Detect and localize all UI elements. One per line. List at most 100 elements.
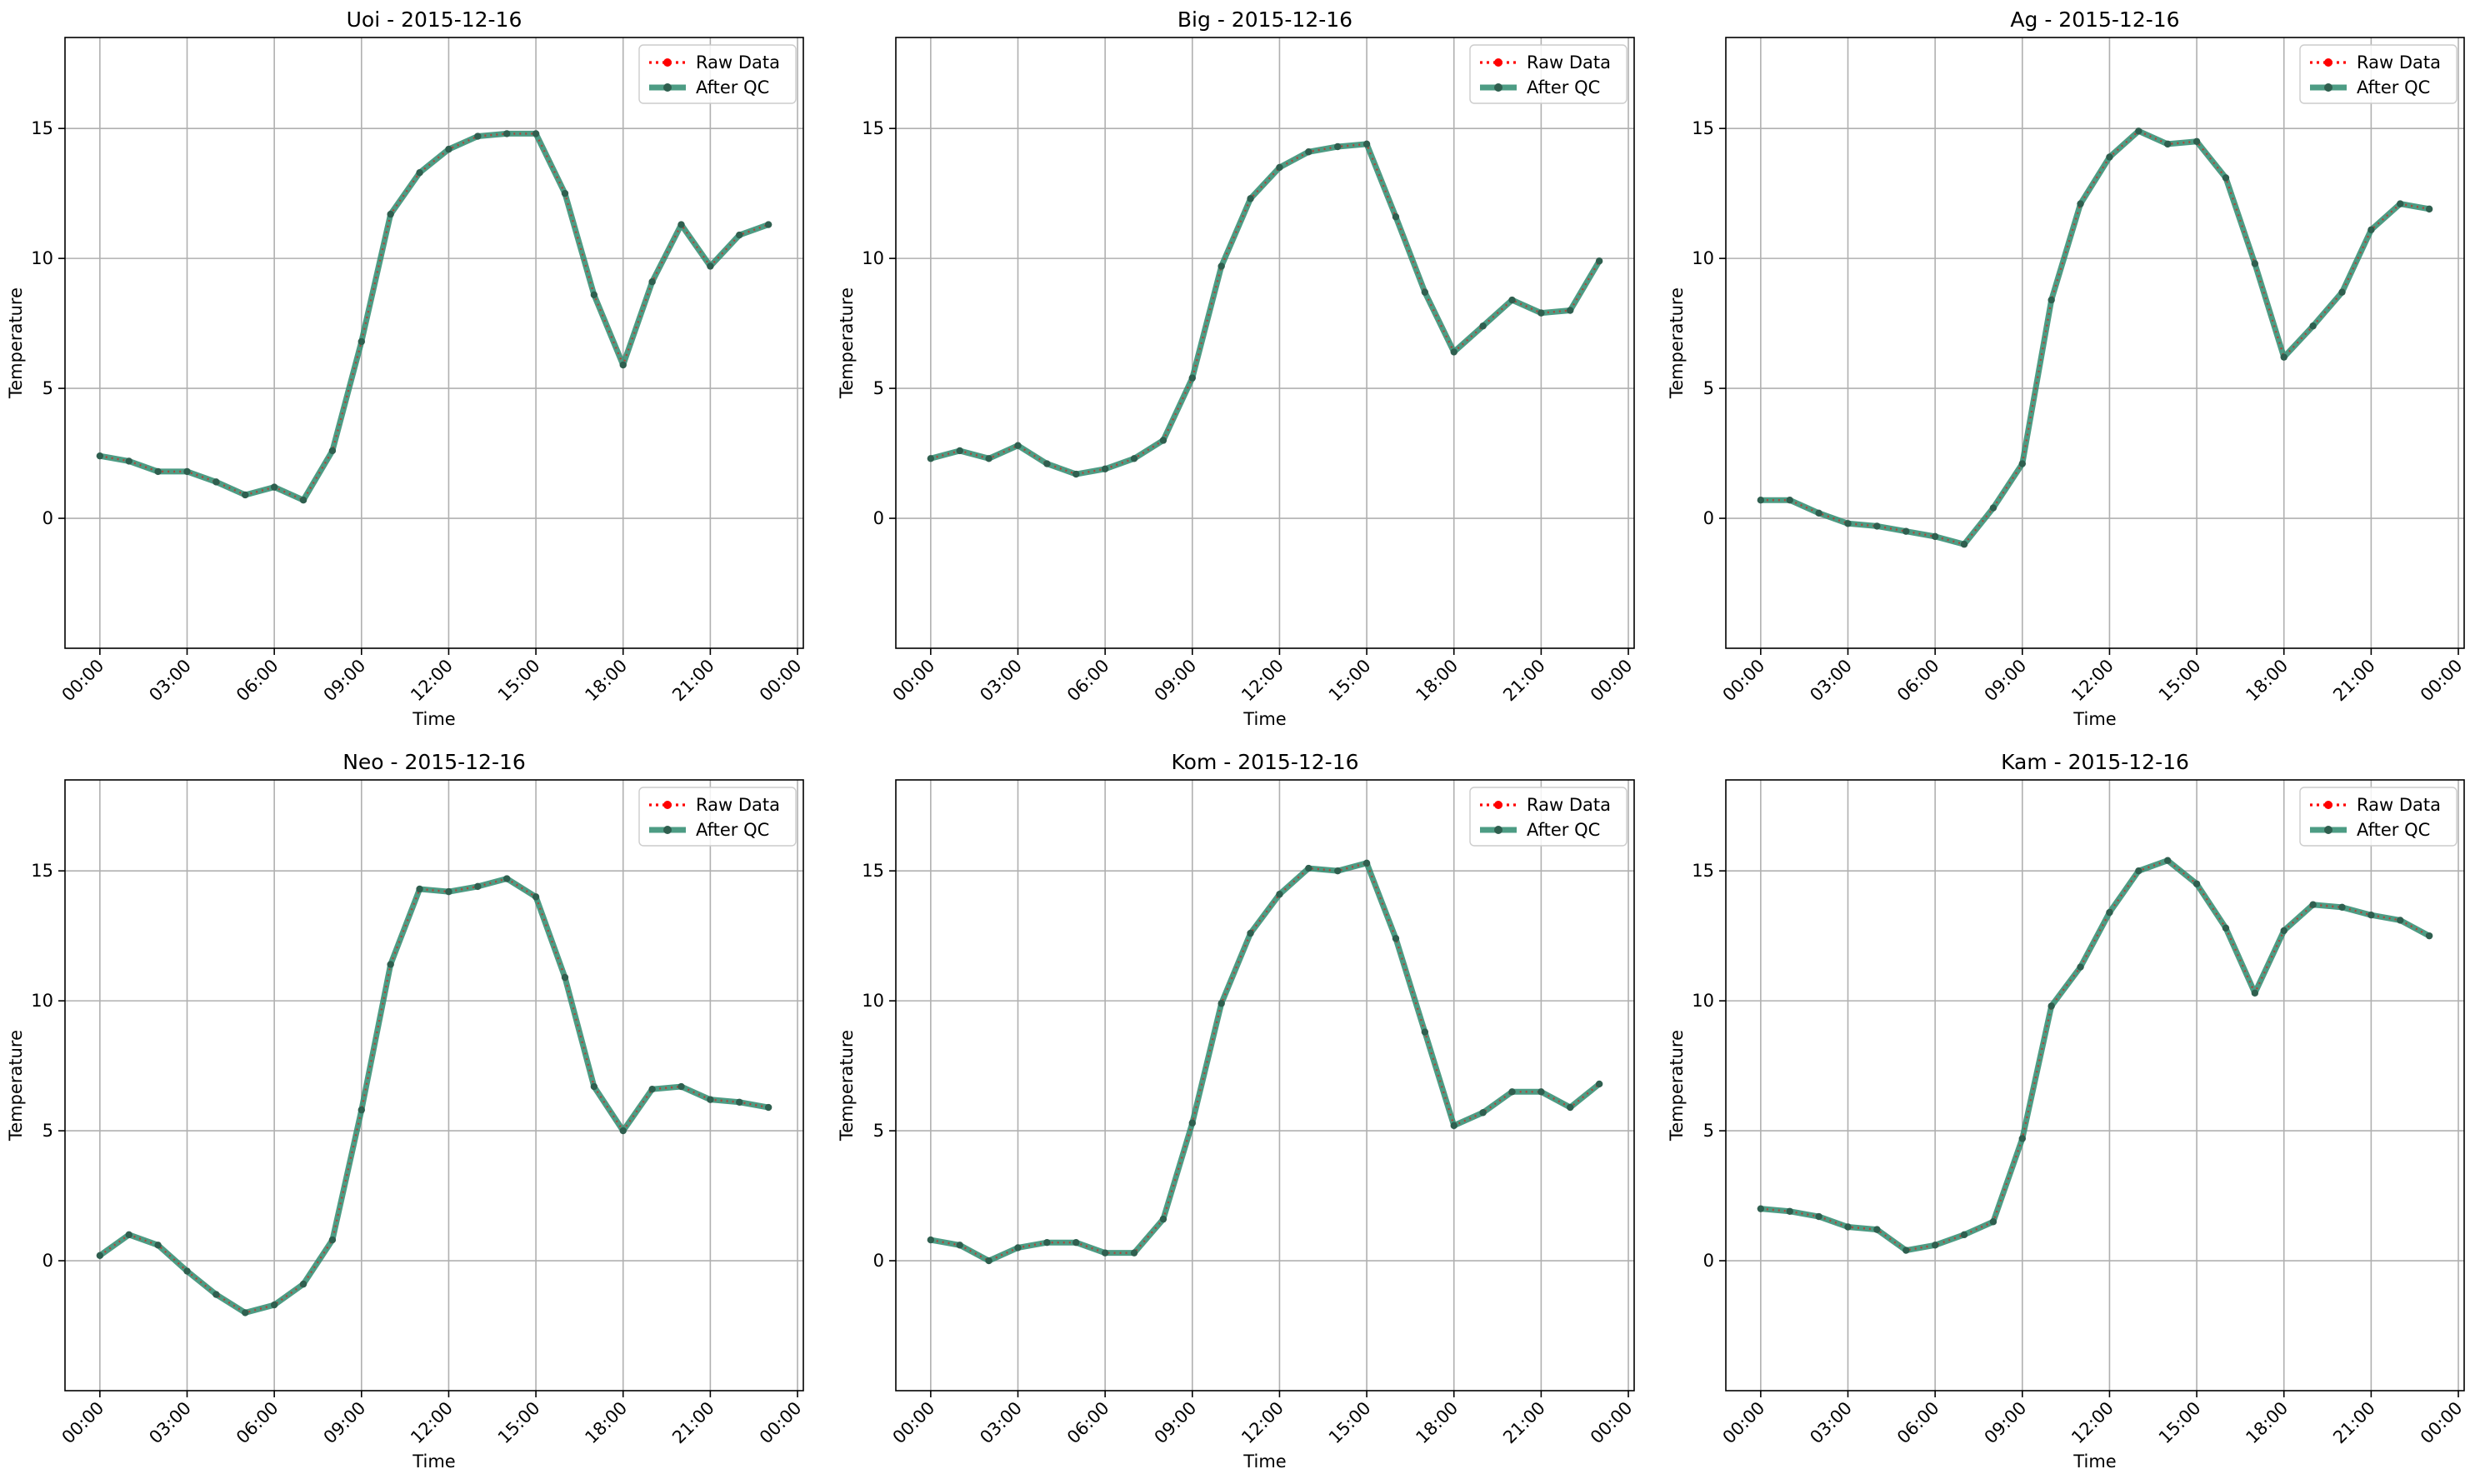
data-point	[1931, 532, 1939, 541]
axes-frame	[64, 779, 804, 1392]
x-tick-label: 18:00	[2242, 656, 2292, 706]
data-point	[2106, 908, 2113, 917]
data-point	[1450, 1122, 1458, 1130]
y-tick-label: 15	[31, 861, 53, 881]
data-point	[96, 1252, 104, 1260]
x-tick-label: 06:00	[1893, 1398, 1943, 1448]
data-point	[445, 145, 452, 153]
y-tick-label: 10	[31, 248, 53, 268]
x-axis-label: Time	[1242, 709, 1286, 729]
y-tick-label: 0	[1703, 508, 1714, 528]
data-point	[927, 455, 935, 462]
data-point	[619, 1127, 627, 1135]
data-point	[1902, 527, 1910, 535]
x-tick-label: 21:00	[2329, 656, 2379, 706]
x-tick-label: 21:00	[2329, 1398, 2379, 1448]
x-tick-label: 12:00	[2068, 1398, 2118, 1448]
x-tick-label: 00:00	[889, 656, 939, 706]
data-point	[1334, 142, 1342, 151]
data-point	[2425, 932, 2433, 940]
y-axis-label: Temperature	[6, 287, 26, 399]
x-tick-label: 00:00	[58, 1398, 108, 1448]
x-axis-label: Time	[2072, 709, 2116, 729]
legend-qc-marker	[1494, 826, 1502, 834]
x-axis-label: Time	[2072, 1452, 2116, 1472]
x-tick-label: 18:00	[581, 1398, 631, 1448]
legend-label-raw-data: Raw Data	[2357, 795, 2441, 815]
data-point	[1786, 1207, 1793, 1215]
chart-title: Big - 2015-12-16	[1178, 7, 1352, 32]
data-point	[387, 210, 394, 218]
data-point	[648, 278, 656, 286]
legend: Raw Data After QC	[2299, 787, 2458, 847]
x-tick-label: 00:00	[1719, 656, 1769, 706]
x-tick-label: 00:00	[756, 656, 806, 706]
x-axis-label: Time	[412, 709, 455, 729]
legend-raw-marker	[663, 58, 672, 67]
data-point	[2222, 924, 2230, 932]
data-point	[2425, 205, 2433, 213]
legend-label-after-qc: After QC	[2357, 77, 2430, 97]
data-point	[1508, 296, 1516, 304]
data-point	[1595, 257, 1603, 265]
legend: Raw Data After QC	[1469, 44, 1628, 104]
x-tick-label: 09:00	[1981, 656, 2031, 706]
data-point	[1873, 522, 1881, 530]
data-point	[2338, 903, 2346, 912]
legend-qc-marker	[663, 826, 672, 834]
data-point	[1043, 460, 1051, 467]
data-point	[474, 132, 482, 140]
after-qc-series-line	[97, 130, 772, 503]
x-tick-label: 12:00	[1238, 656, 1288, 706]
data-point	[212, 1291, 220, 1298]
chart-panel-4: 00:00 03:00 06:00 09:00 12:00 15:00 18:00 21:00…	[837, 750, 1637, 1472]
data-point	[1188, 1119, 1196, 1127]
data-point	[1334, 867, 1342, 875]
x-tick-label: 06:00	[1063, 656, 1113, 706]
data-point	[619, 361, 627, 369]
data-point	[678, 1082, 685, 1091]
data-point	[956, 1242, 963, 1249]
data-point	[678, 221, 685, 228]
data-point	[532, 893, 540, 901]
y-tick-label: 10	[31, 991, 53, 1011]
raw-data-series-line	[99, 877, 769, 1314]
data-point	[1101, 1249, 1109, 1257]
raw-data-series-line	[930, 862, 1600, 1262]
x-tick-label: 03:00	[976, 656, 1026, 706]
y-axis-label: Temperature	[1667, 1030, 1687, 1142]
data-point	[1043, 1239, 1051, 1247]
axes-frame	[895, 779, 1635, 1392]
y-tick-label: 5	[1703, 1121, 1714, 1141]
data-point	[1538, 309, 1545, 317]
data-point	[1276, 163, 1283, 172]
x-tick-label: 15:00	[2155, 656, 2205, 706]
legend: Raw Data After QC	[638, 44, 797, 104]
data-point	[1247, 195, 1254, 202]
data-point	[1844, 520, 1852, 527]
legend: Raw Data After QC	[638, 787, 797, 847]
x-tick-label: 12:00	[1238, 1398, 1288, 1448]
legend-label-after-qc: After QC	[2357, 820, 2430, 840]
x-tick-label: 15:00	[494, 656, 544, 706]
data-point	[736, 231, 743, 239]
data-point	[183, 1267, 191, 1275]
legend-label-after-qc: After QC	[696, 77, 769, 97]
data-point	[299, 497, 308, 504]
x-tick-label: 18:00	[1412, 1398, 1462, 1448]
after-qc-series-line	[1758, 857, 2432, 1254]
data-point	[2251, 260, 2259, 267]
data-point	[764, 1103, 772, 1112]
data-point	[1392, 935, 1400, 942]
x-tick-label: 00:00	[1587, 656, 1637, 706]
x-tick-label: 15:00	[1325, 1398, 1375, 1448]
data-point	[358, 1106, 365, 1114]
chart-panel-5: 00:00 03:00 06:00 09:00 12:00 15:00 18:00 21:00…	[1667, 750, 2467, 1472]
data-point	[1362, 859, 1371, 867]
x-tick-label: 00:00	[2417, 1398, 2467, 1448]
raw-data-series-line	[1760, 859, 2430, 1252]
data-point	[270, 483, 278, 491]
data-point	[1218, 1000, 1225, 1007]
data-point	[1567, 1103, 1574, 1112]
data-point	[1538, 1088, 1545, 1096]
